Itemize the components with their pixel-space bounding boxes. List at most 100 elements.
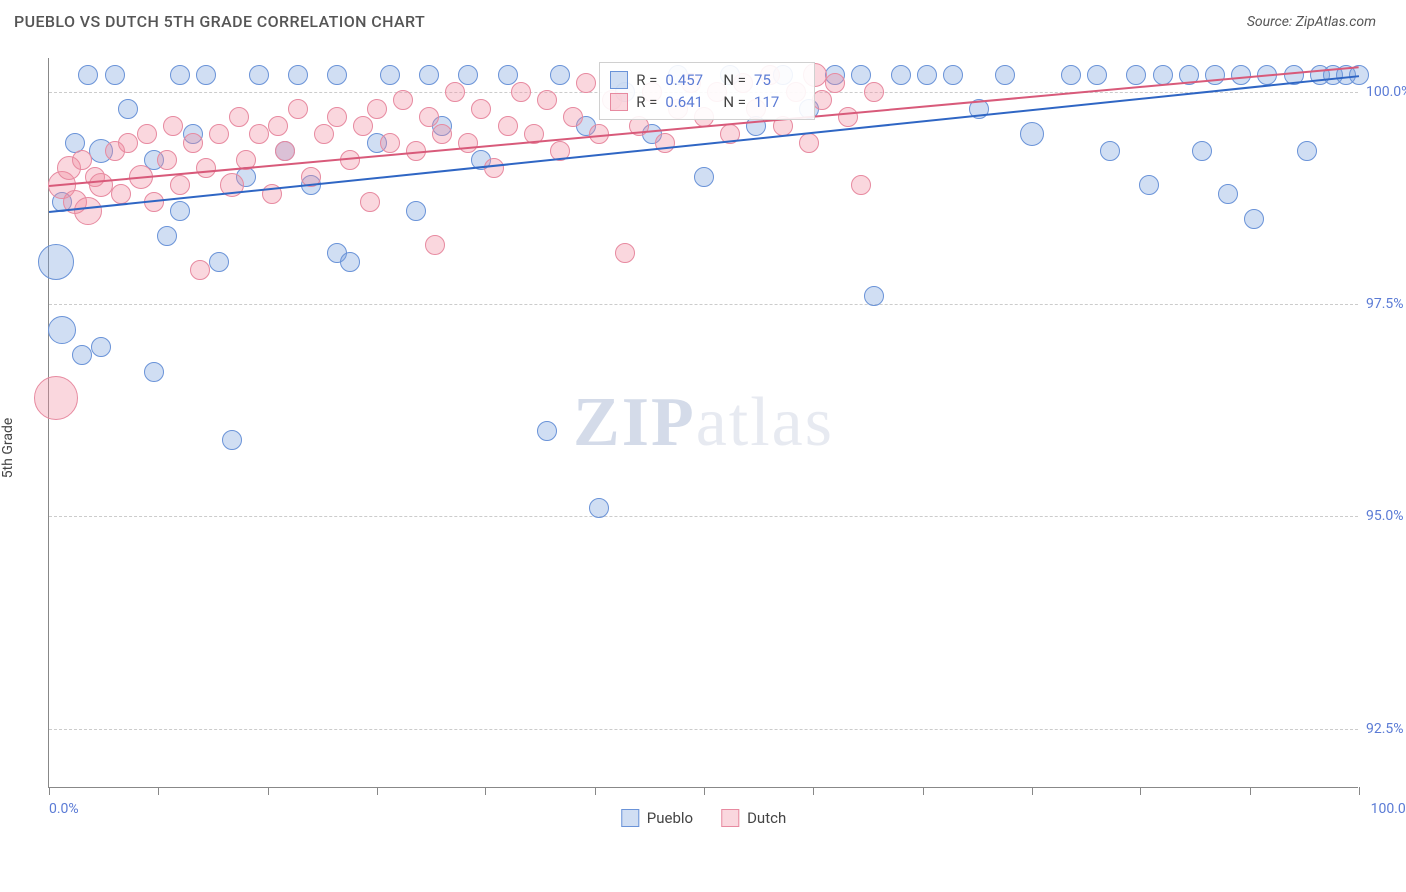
data-point: [170, 175, 190, 195]
data-point: [144, 362, 164, 382]
data-point: [196, 158, 216, 178]
data-point: [380, 133, 400, 153]
data-point: [157, 226, 177, 246]
data-point: [484, 158, 504, 178]
data-point: [163, 116, 183, 136]
legend-item: Dutch: [721, 809, 786, 827]
data-point: [340, 252, 360, 272]
data-point: [563, 107, 583, 127]
data-point: [851, 175, 871, 195]
data-point: [1297, 141, 1317, 161]
gridline: [49, 729, 1358, 730]
data-point: [615, 243, 635, 263]
data-point: [1192, 141, 1212, 161]
x-tick: [49, 787, 50, 795]
y-axis-label: 5th Grade: [0, 418, 16, 479]
data-point: [537, 421, 557, 441]
data-point: [72, 150, 92, 170]
data-point: [537, 90, 557, 110]
data-point: [170, 201, 190, 221]
data-point: [838, 107, 858, 127]
x-tick: [377, 787, 378, 795]
watermark: ZIPatlas: [573, 383, 834, 463]
x-tick: [485, 787, 486, 795]
gridline: [49, 304, 1358, 305]
data-point: [91, 337, 111, 357]
data-point: [425, 235, 445, 255]
data-point: [498, 116, 518, 136]
data-point: [118, 99, 138, 119]
data-point: [1244, 209, 1264, 229]
gridline: [49, 516, 1358, 517]
x-tick: [923, 787, 924, 795]
data-point: [458, 133, 478, 153]
data-point: [72, 345, 92, 365]
y-tick-label: 92.5%: [1366, 721, 1406, 737]
series-legend: PuebloDutch: [621, 809, 786, 827]
data-point: [38, 244, 74, 280]
y-tick-label: 100.0%: [1366, 84, 1406, 100]
data-point: [943, 65, 963, 85]
x-max-label: 100.0%: [1371, 801, 1406, 817]
data-point: [118, 133, 138, 153]
data-point: [34, 376, 78, 420]
x-tick: [158, 787, 159, 795]
data-point: [327, 65, 347, 85]
data-point: [419, 65, 439, 85]
data-point: [111, 184, 131, 204]
data-point: [209, 124, 229, 144]
x-min-label: 0.0%: [49, 801, 79, 817]
data-point: [1020, 122, 1044, 146]
data-point: [353, 116, 373, 136]
data-point: [511, 82, 531, 102]
x-tick: [704, 787, 705, 795]
data-point: [576, 73, 596, 93]
data-point: [78, 65, 98, 85]
x-tick: [268, 787, 269, 795]
data-point: [89, 173, 113, 197]
data-point: [1100, 141, 1120, 161]
data-point: [458, 65, 478, 85]
data-point: [851, 65, 871, 85]
data-point: [1153, 65, 1173, 85]
data-point: [995, 65, 1015, 85]
data-point: [1061, 65, 1081, 85]
legend-swatch: [610, 93, 628, 111]
data-point: [222, 430, 242, 450]
data-point: [694, 167, 714, 187]
plot-area: ZIPatlas 100.0%97.5%95.0%92.5%0.0%100.0%…: [48, 58, 1358, 788]
data-point: [1231, 65, 1251, 85]
chart-container: 5th Grade ZIPatlas 100.0%97.5%95.0%92.5%…: [0, 48, 1406, 848]
stats-row: R = 0.641N = 117: [610, 91, 804, 113]
data-point: [209, 252, 229, 272]
data-point: [183, 133, 203, 153]
data-point: [419, 107, 439, 127]
data-point: [190, 260, 210, 280]
x-tick: [595, 787, 596, 795]
legend-label: Dutch: [747, 809, 786, 827]
data-point: [268, 116, 288, 136]
data-point: [170, 65, 190, 85]
data-point: [864, 286, 884, 306]
chart-title: PUEBLO VS DUTCH 5TH GRADE CORRELATION CH…: [14, 12, 425, 31]
data-point: [917, 65, 937, 85]
data-point: [589, 498, 609, 518]
y-tick-label: 95.0%: [1366, 508, 1406, 524]
data-point: [1087, 65, 1107, 85]
data-point: [550, 65, 570, 85]
stats-legend: R = 0.457N = 75R = 0.641N = 117: [599, 62, 815, 120]
data-point: [1126, 65, 1146, 85]
data-point: [196, 65, 216, 85]
data-point: [249, 65, 269, 85]
data-point: [1205, 65, 1225, 85]
legend-swatch: [621, 809, 639, 827]
data-point: [137, 124, 157, 144]
data-point: [864, 82, 884, 102]
data-point: [380, 65, 400, 85]
data-point: [445, 82, 465, 102]
data-point: [406, 201, 426, 221]
data-point: [314, 124, 334, 144]
data-point: [327, 107, 347, 127]
x-tick: [1032, 787, 1033, 795]
data-point: [288, 65, 308, 85]
